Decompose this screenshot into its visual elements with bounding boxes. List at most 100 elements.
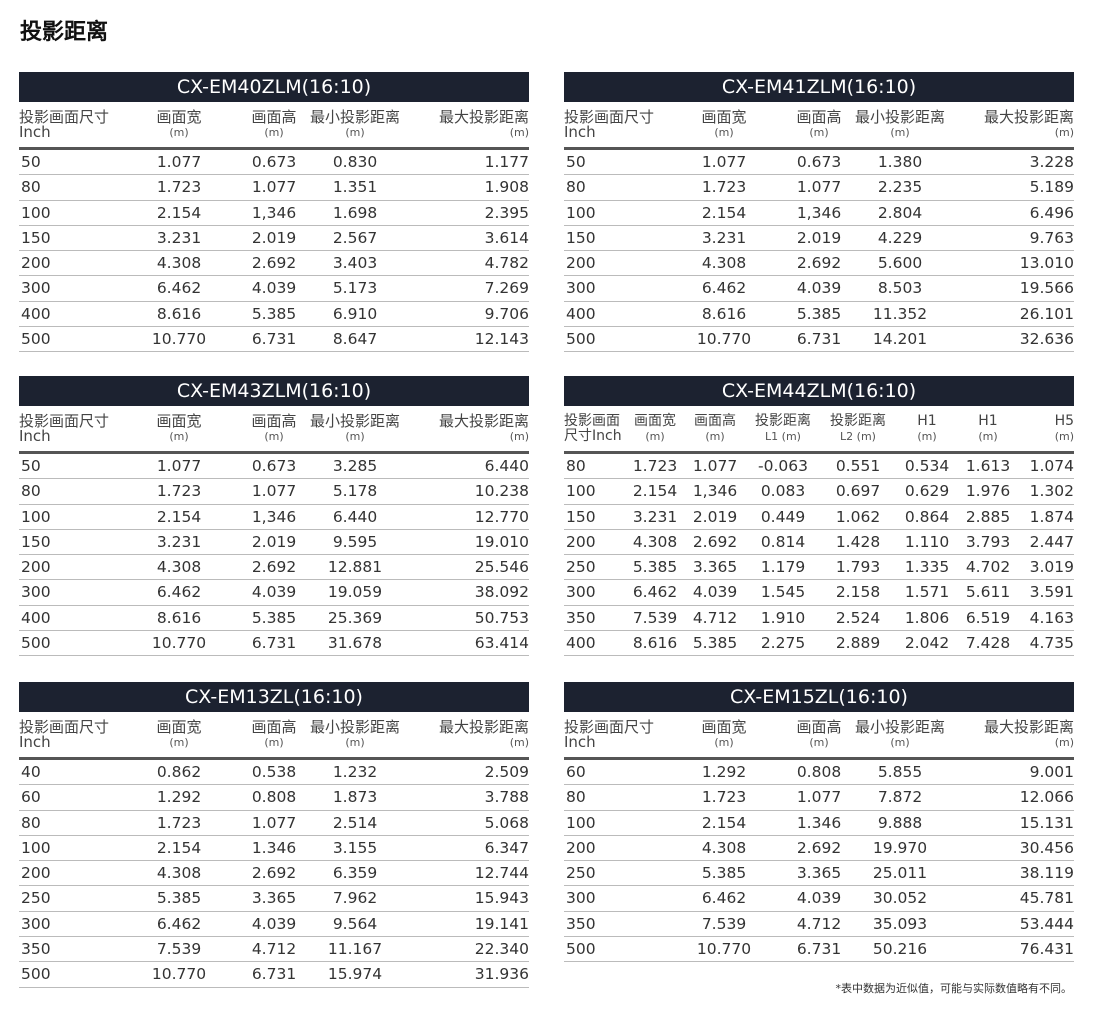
table-cell: 7.539: [632, 608, 678, 627]
table-row: 80 1.723 1.077 5.178 10.238: [19, 479, 529, 505]
column-header-label: 画面高: [796, 108, 842, 126]
table-cell: 5.385: [156, 889, 202, 908]
projection-table: CX-EM44ZLM(16:10) 投影画面 尺寸Inch 画面宽 (m) 画面高 (m) 投…: [564, 376, 1074, 657]
table-cell: 9.763: [1029, 228, 1074, 247]
column-header-unit: (m): [714, 736, 734, 749]
table-cell: 200: [566, 254, 596, 273]
column-header-unit: (m): [169, 126, 189, 139]
table-cell: 3.365: [692, 558, 738, 577]
table-cell: 150: [21, 532, 51, 551]
column-header: 最大投影距离 (m): [936, 720, 1074, 750]
column-header-unit: L2 (m): [840, 430, 876, 443]
table-cell: 5.611: [965, 583, 1011, 602]
table-cell: 2.154: [701, 813, 747, 832]
table-row: 150 3.231 2.019 9.595 19.010: [19, 530, 529, 556]
table-cell: 3.285: [332, 457, 378, 475]
column-header-label: 画面高: [251, 412, 297, 430]
table-cell: 80: [566, 457, 586, 475]
table-cell: 6.440: [484, 457, 529, 475]
column-header-label: H5: [1054, 413, 1074, 429]
table-cell: 6.731: [251, 634, 297, 653]
table-cell: 11.352: [872, 304, 928, 323]
table-cell: 1.077: [156, 153, 202, 171]
table-cell: 350: [566, 608, 596, 627]
table-row: 100 2.154 1,346 6.440 12.770: [19, 505, 529, 530]
column-header-unit: L1 (m): [765, 430, 801, 443]
table-title: CX-EM43ZLM(16:10): [19, 376, 529, 406]
projection-table: CX-EM43ZLM(16:10) 投影画面尺寸 Inch 画面宽 (m) 画面高 (m) 最…: [19, 376, 529, 657]
table-cell: 12.770: [474, 507, 529, 526]
table-cell: 1,346: [251, 507, 297, 526]
table-cell: 100: [566, 203, 596, 222]
table-cell: 2.509: [484, 763, 529, 781]
column-header: 投影距离 L1 (m): [740, 414, 826, 444]
table-cell: 1.723: [701, 788, 747, 807]
table-cell: 4.308: [701, 838, 747, 857]
table-cell: 2.692: [251, 254, 297, 273]
table-cell: 4.039: [251, 914, 297, 933]
table-row: 400 8.616 5.385 25.369 50.753: [19, 606, 529, 632]
table-row: 50 1.077 0.673 3.285 6.440: [19, 454, 529, 480]
table-cell: 1.723: [156, 178, 202, 197]
table-cell: 1.077: [796, 788, 842, 807]
table-row: 500 10.770 6.731 14.201 32.636: [564, 327, 1074, 353]
table-header-row: 投影画面尺寸 Inch 画面宽 (m) 画面高 (m) 最小投影距离 (m) 最大投影距离 (m): [19, 102, 529, 150]
table-cell: 2.567: [332, 228, 378, 247]
column-header: 最大投影距离 (m): [936, 110, 1074, 140]
table-cell: 10.770: [696, 940, 752, 959]
table-cell: 31.678: [327, 634, 383, 653]
table-cell: 300: [21, 914, 51, 933]
table-cell: 6.462: [156, 914, 202, 933]
table-cell: 30.052: [872, 889, 928, 908]
column-header-label: 最小投影距离: [309, 718, 400, 736]
column-header-label: 画面宽: [701, 108, 747, 126]
table-row: 500 10.770 6.731 8.647 12.143: [19, 327, 529, 353]
table-cell: 0.864: [904, 507, 950, 526]
table-cell: 19.566: [1019, 279, 1074, 298]
table-cell: 1.077: [701, 153, 747, 171]
column-header: H5 (m): [1012, 414, 1074, 444]
table-cell: 10.770: [696, 330, 752, 349]
column-header: 最大投影距离 (m): [391, 414, 529, 444]
table-cell: 1.179: [760, 558, 806, 577]
table-cell: 6.462: [701, 279, 747, 298]
table-cell: 500: [21, 330, 51, 349]
table-cell: 2.692: [251, 864, 297, 883]
table-cell: 500: [21, 965, 51, 984]
column-header-unit: Inch: [564, 733, 596, 751]
table-cell: 6.731: [796, 330, 842, 349]
column-header-unit: (m): [264, 430, 284, 443]
table-cell: 2.154: [156, 838, 202, 857]
table-cell: 2.154: [156, 203, 202, 222]
table-cell: 1.723: [156, 813, 202, 832]
table-cell: 2.395: [484, 203, 529, 222]
table-cell: 63.414: [474, 634, 529, 653]
column-header-label: 画面宽: [156, 412, 202, 430]
table-cell: 80: [566, 788, 586, 807]
table-cell: 0.449: [760, 507, 806, 526]
column-header-label: 画面高: [251, 108, 297, 126]
table-cell: 4.735: [1029, 634, 1074, 653]
table-title: CX-EM13ZL(16:10): [19, 682, 529, 712]
table-cell: 38.092: [474, 583, 529, 602]
table-title: CX-EM44ZLM(16:10): [564, 376, 1074, 406]
column-header: 最小投影距离 (m): [844, 720, 956, 750]
column-header-label: 最小投影距离: [854, 108, 945, 126]
table-cell: 200: [566, 532, 596, 551]
table-cell: 1,346: [692, 482, 738, 501]
table-cell: 2.154: [156, 507, 202, 526]
table-cell: 9.888: [877, 813, 923, 832]
projection-table: CX-EM15ZL(16:10) 投影画面尺寸 Inch 画面宽 (m) 画面高 (m) 最小…: [564, 682, 1074, 963]
table-cell: 6.731: [251, 965, 297, 984]
table-cell: 100: [21, 203, 51, 222]
table-cell: 53.444: [1019, 914, 1074, 933]
table-row: 80 1.723 1.077 2.514 5.068: [19, 811, 529, 836]
column-header-label: 投影画面尺寸: [19, 412, 110, 430]
table-row: 200 4.308 2.692 3.403 4.782: [19, 251, 529, 277]
table-row: 300 6.462 4.039 30.052 45.781: [564, 886, 1074, 912]
table-cell: 1.380: [877, 153, 923, 171]
table-cell: 4.712: [251, 940, 297, 959]
table-cell: 3.793: [965, 532, 1011, 551]
